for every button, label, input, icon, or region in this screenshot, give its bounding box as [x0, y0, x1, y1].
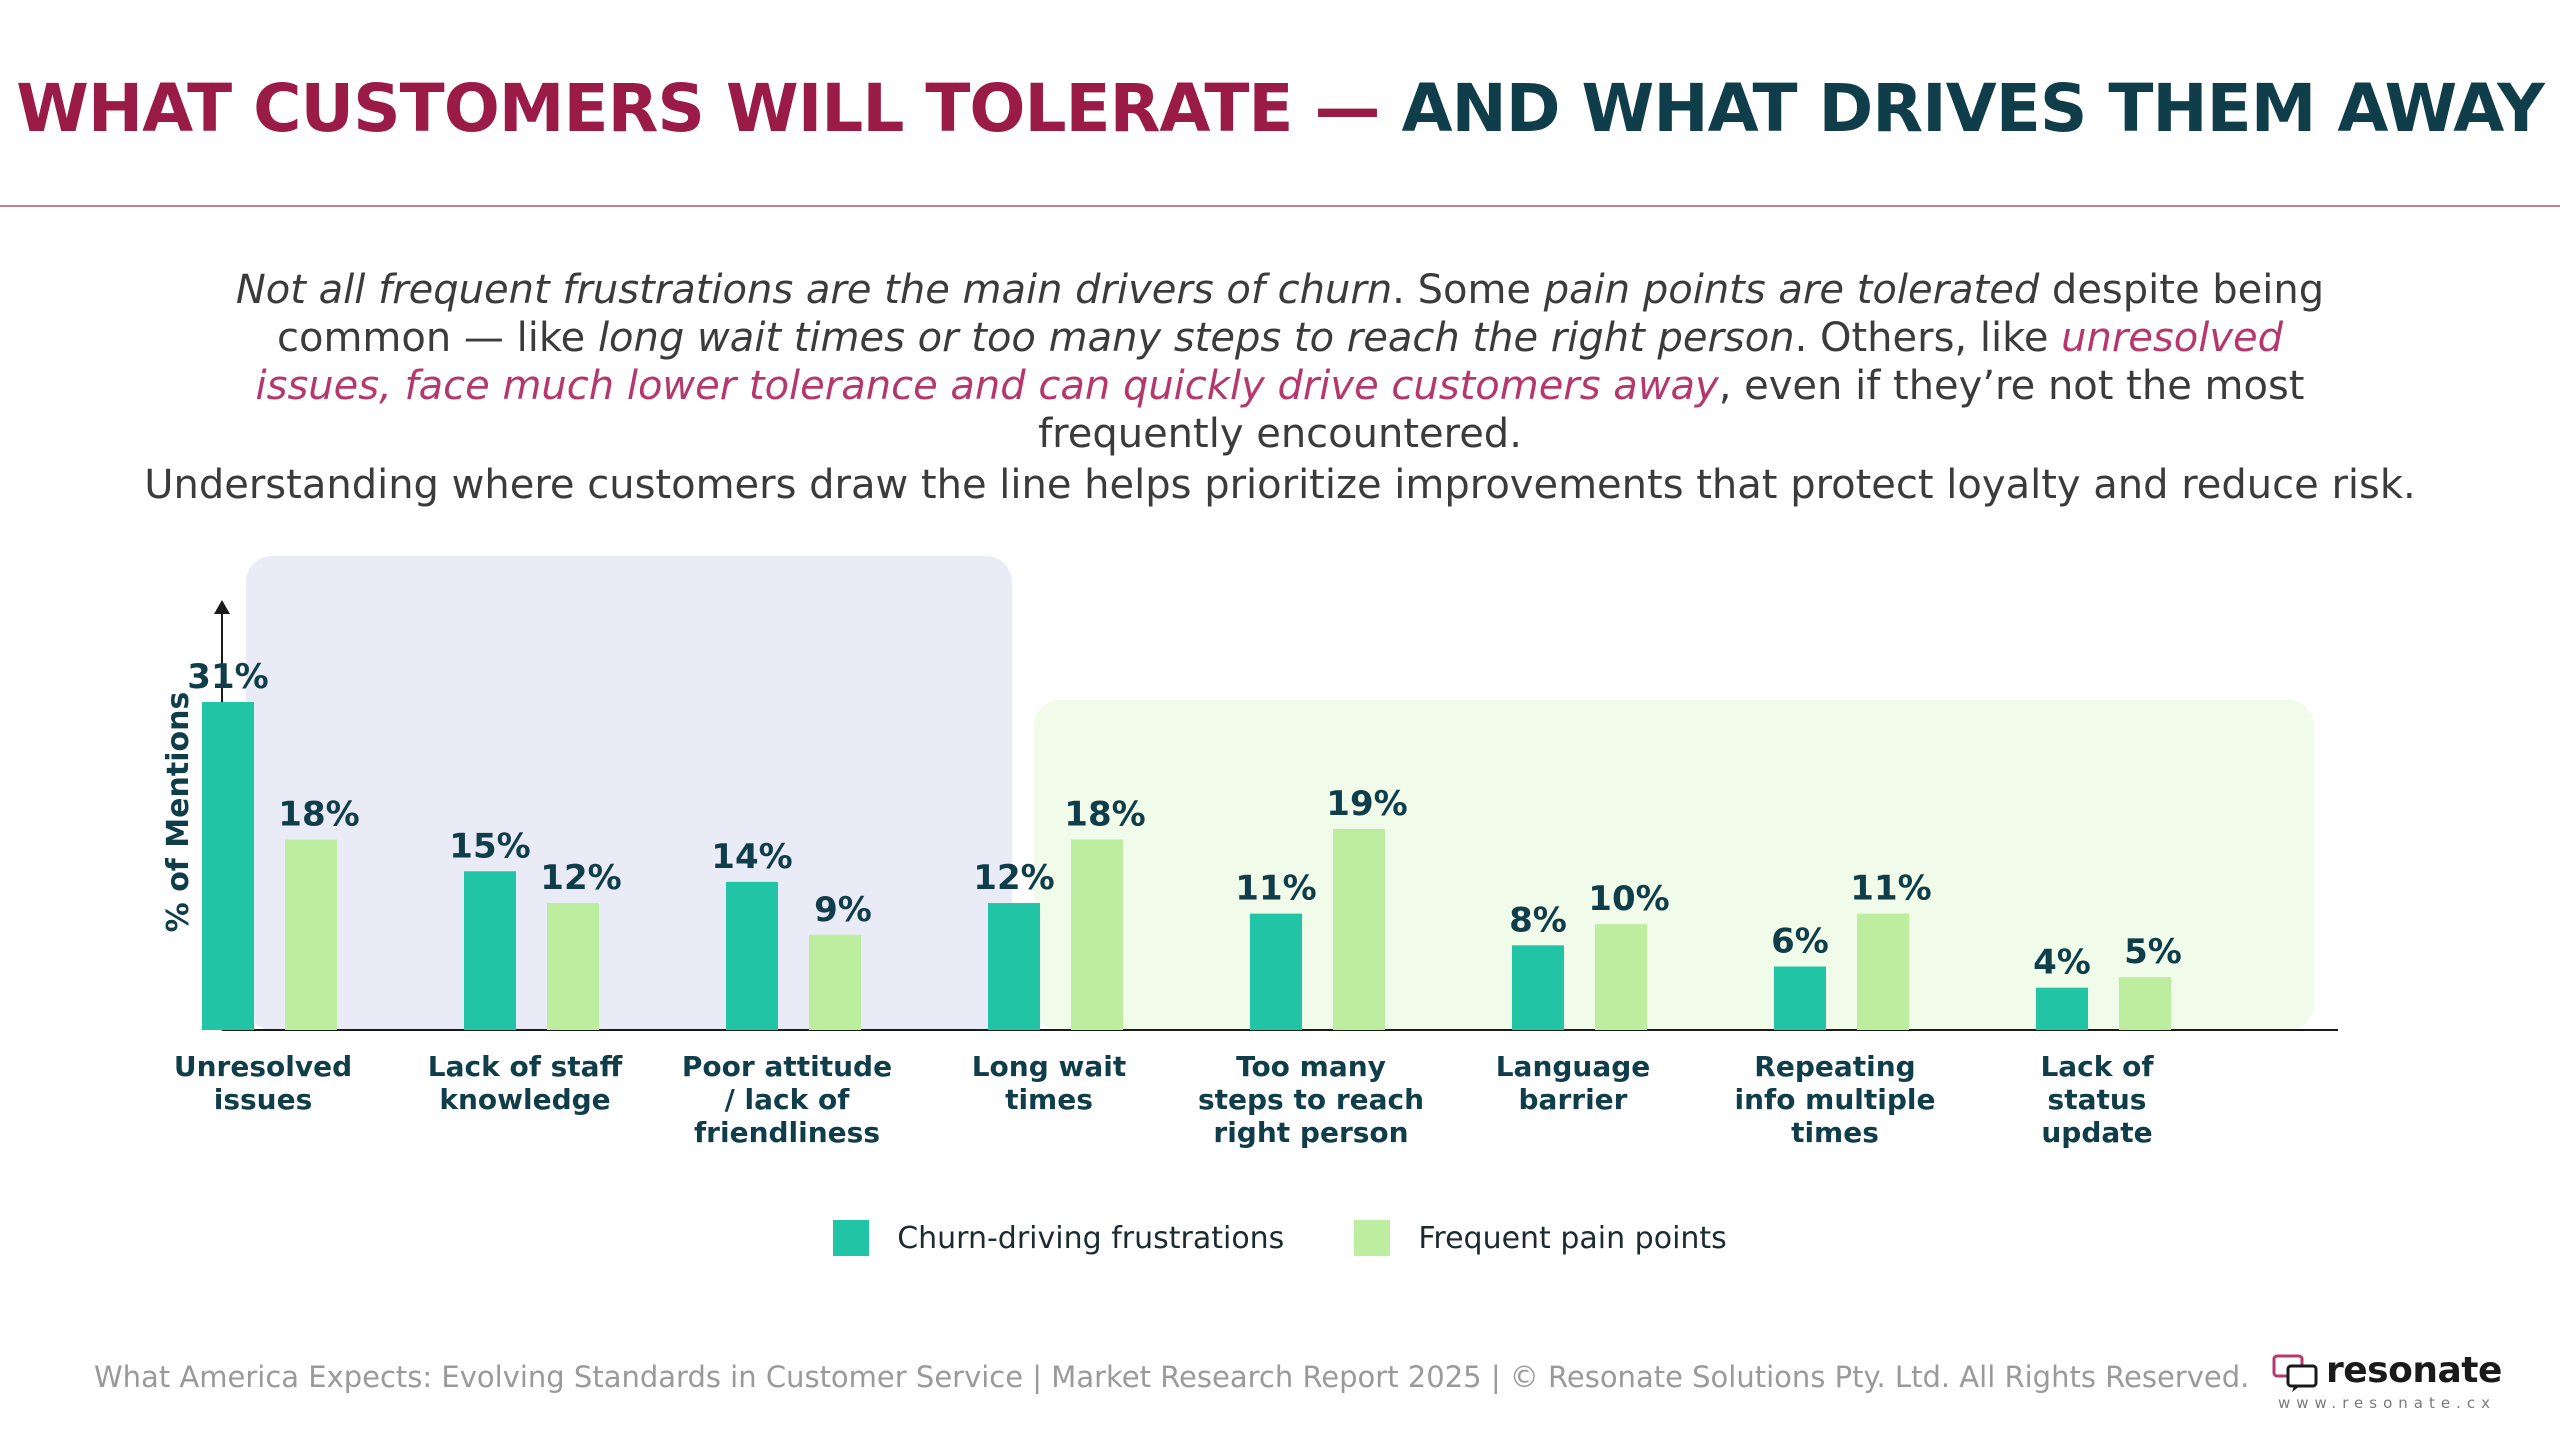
data-label-churn: 8% — [1509, 900, 1567, 940]
legend-item-pain: Frequent pain points — [1354, 1220, 1727, 1256]
logo-url: www.resonate.cx — [2278, 1394, 2496, 1412]
page-title: WHAT CUSTOMERS WILL TOLERATE — AND WHAT … — [0, 70, 2560, 147]
footer-text: What America Expects: Evolving Standards… — [94, 1360, 2250, 1394]
bar-pain — [809, 934, 861, 1030]
bar-pain — [2119, 977, 2171, 1030]
bar-churn — [726, 881, 778, 1030]
data-label-pain: 10% — [1588, 879, 1669, 919]
intro-emphasis-5: long wait times or too many steps to rea… — [597, 315, 1795, 361]
data-label-churn: 31% — [187, 657, 268, 697]
intro-emphasis-1: Not all frequent frustrations are the ma… — [235, 267, 1393, 313]
x-tick-label-line: right person — [1213, 1116, 1408, 1149]
data-label-pain: 9% — [814, 890, 872, 930]
title-part-drives-away: AND WHAT DRIVES THEM AWAY — [1401, 70, 2544, 147]
bar-pain — [1071, 839, 1123, 1030]
x-tick-label-line: info multiple — [1734, 1083, 1935, 1116]
data-label-churn: 4% — [2033, 943, 2091, 983]
bar-churn — [1250, 913, 1302, 1030]
resonate-logo[interactable]: resonate www.resonate.cx — [2272, 1350, 2502, 1412]
intro-text-4: despite being common — like — [277, 267, 2325, 361]
y-axis-arrow — [214, 600, 230, 614]
bar-pain — [547, 903, 599, 1030]
x-tick-label-line: Repeating — [1754, 1050, 1915, 1083]
bar-churn — [988, 903, 1040, 1030]
chat-bubbles-icon — [2272, 1354, 2318, 1392]
data-label-churn: 11% — [1235, 869, 1316, 909]
bar-churn — [2036, 987, 2088, 1030]
bar-churn — [1774, 966, 1826, 1030]
chart-legend: Churn-driving frustrations Frequent pain… — [0, 1220, 2560, 1256]
title-divider — [0, 205, 2560, 207]
x-tick-label-line: update — [2041, 1116, 2152, 1149]
x-tick-label-line: Lack of staff — [428, 1050, 623, 1083]
data-label-pain: 5% — [2124, 932, 2182, 972]
x-tick-label-line: Language — [1496, 1050, 1651, 1083]
x-tick-label: Too many steps to reach right person — [1198, 1050, 1424, 1149]
data-label-churn: 12% — [973, 858, 1054, 898]
data-label-pain: 19% — [1326, 784, 1407, 824]
x-tick-label-line: Too many — [1236, 1050, 1386, 1083]
x-tick-label: Lack of staff knowledge — [428, 1050, 623, 1116]
x-tick-label-line: friendliness — [694, 1116, 880, 1149]
bar-churn — [464, 871, 516, 1030]
x-tick-label-line: steps to reach — [1198, 1083, 1424, 1116]
bar-pain — [1595, 924, 1647, 1030]
bar-pain — [285, 839, 337, 1030]
legend-label-churn: Churn-driving frustrations — [897, 1220, 1285, 1256]
x-tick-label: Lack of status update — [2040, 1050, 2154, 1149]
x-tick-label: Repeating info multiple times — [1734, 1050, 1935, 1149]
data-label-pain: 18% — [278, 795, 359, 835]
x-tick-label-line: Long wait — [972, 1050, 1127, 1083]
x-tick-label-line: Lack of — [2040, 1050, 2154, 1083]
data-label-pain: 18% — [1064, 795, 1145, 835]
title-part-tolerate: WHAT CUSTOMERS WILL TOLERATE — — [16, 70, 1402, 147]
x-tick-label-line: times — [1005, 1083, 1093, 1116]
bar-pain — [1333, 828, 1385, 1030]
churn-driver-zone — [246, 556, 1012, 1030]
x-tick-label: Unresolved issues — [174, 1050, 352, 1116]
intro-paragraph: Not all frequent frustrations are the ma… — [230, 266, 2330, 458]
data-label-pain: 11% — [1850, 869, 1931, 909]
intro-text-6: . Others, like — [1794, 315, 2062, 361]
intro-highlight-7: unresolved issues, face much lower toler… — [255, 315, 2283, 409]
x-tick-label-line: Unresolved — [174, 1050, 352, 1083]
bar-churn — [202, 702, 254, 1030]
x-tick-label: Poor attitude / lack of friendliness — [682, 1050, 892, 1149]
legend-label-pain: Frequent pain points — [1418, 1220, 1727, 1256]
x-tick-label-line: knowledge — [439, 1083, 610, 1116]
x-tick-label-line: Poor attitude — [682, 1050, 892, 1083]
data-label-churn: 6% — [1771, 922, 1829, 962]
legend-swatch-pain — [1354, 1220, 1391, 1256]
y-axis-label: % of Mentions — [161, 692, 196, 933]
x-tick-label-line: status — [2048, 1083, 2147, 1116]
intro-text-8: , even if they’re not the most frequentl… — [1038, 363, 2305, 457]
x-tick-label-line: barrier — [1519, 1083, 1628, 1116]
data-label-pain: 12% — [540, 858, 621, 898]
data-label-churn: 14% — [711, 837, 792, 877]
bar-churn — [1512, 945, 1564, 1030]
data-label-churn: 15% — [449, 826, 530, 866]
logo-wordmark: resonate — [2326, 1350, 2502, 1391]
x-tick-label-line: times — [1791, 1116, 1879, 1149]
intro-emphasis-3: pain points are tolerated — [1543, 267, 2040, 313]
intro-text-2: . Some — [1392, 267, 1544, 313]
x-tick-label: Long wait times — [972, 1050, 1127, 1116]
subtext: Understanding where customers draw the l… — [144, 462, 2416, 508]
legend-swatch-churn — [833, 1220, 870, 1256]
x-tick-label: Language barrier — [1496, 1050, 1651, 1116]
x-tick-label-line: issues — [214, 1083, 313, 1116]
x-tick-label-line: / lack of — [725, 1083, 851, 1116]
bar-pain — [1857, 913, 1909, 1030]
legend-item-churn: Churn-driving frustrations — [833, 1220, 1284, 1256]
